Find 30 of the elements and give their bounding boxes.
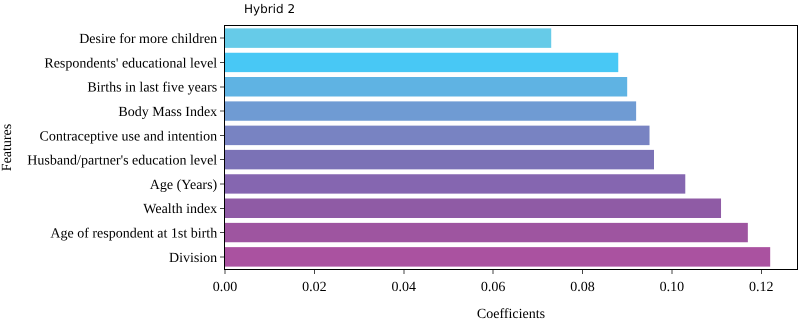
bar <box>225 150 654 170</box>
y-tick-label: Births in last five years <box>87 80 218 96</box>
x-tick-label: 0.02 <box>302 280 327 295</box>
y-tick-label: Desire for more children <box>79 32 218 48</box>
x-tick-label: 0.08 <box>570 280 595 295</box>
bar <box>225 222 748 242</box>
y-tick-label: Age (Years) <box>150 178 218 193</box>
y-tick-label: Respondents' educational level <box>44 56 218 72</box>
x-axis-title: Coefficients <box>476 307 546 322</box>
chart-title: Hybrid 2 <box>244 2 296 16</box>
bar <box>225 198 722 218</box>
bar <box>225 101 636 121</box>
y-tick-label: Body Mass Index <box>118 104 218 120</box>
bar <box>225 174 686 194</box>
y-tick-label: Husband/partner's education level <box>27 154 218 169</box>
y-tick-label: Wealth index <box>143 202 218 218</box>
bar <box>225 28 552 48</box>
x-tick-label: 0.04 <box>392 280 416 295</box>
x-tick-label: 0.12 <box>749 280 774 295</box>
y-tick-label: Contraceptive use and intention <box>40 129 218 144</box>
bar <box>225 52 618 72</box>
bar <box>225 77 628 96</box>
y-axis-title: Features <box>0 124 15 172</box>
bar <box>225 247 770 267</box>
x-tick-label: 0.10 <box>660 280 684 295</box>
x-tick-label: 0.06 <box>480 280 506 295</box>
x-tick-label: 0.00 <box>212 280 238 295</box>
y-tick-label: Age of respondent at 1st birth <box>50 226 218 242</box>
y-tick-label: Division <box>168 250 218 266</box>
bar <box>225 126 650 146</box>
